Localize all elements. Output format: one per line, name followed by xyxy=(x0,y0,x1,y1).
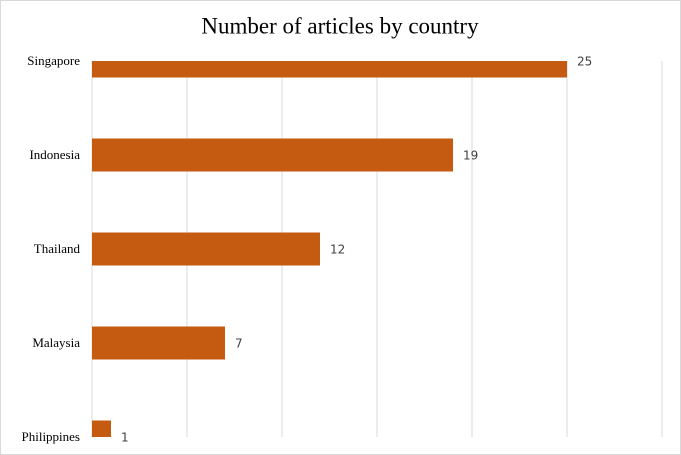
data-label: 1 xyxy=(121,431,129,445)
grid xyxy=(91,61,663,437)
data-label: 7 xyxy=(235,337,243,351)
chart-title: Number of articles by country xyxy=(201,13,479,38)
y-tick-label: Malaysia xyxy=(32,335,80,350)
y-tick-label: Philippines xyxy=(21,429,80,444)
y-tick-label: Indonesia xyxy=(29,147,80,162)
bars xyxy=(92,61,567,437)
y-tick-label: Thailand xyxy=(34,241,81,256)
data-label: 12 xyxy=(330,243,345,257)
bar xyxy=(92,326,225,360)
bar xyxy=(92,61,567,78)
y-tick-label: Singapore xyxy=(27,53,80,68)
data-label: 25 xyxy=(577,55,592,69)
labels: Singapore 25 Indonesia 19 Thailand 12 Malaysia… xyxy=(21,53,592,445)
data-label: 19 xyxy=(463,149,478,163)
bar xyxy=(92,138,453,172)
bar xyxy=(92,232,320,266)
bar xyxy=(92,420,111,437)
